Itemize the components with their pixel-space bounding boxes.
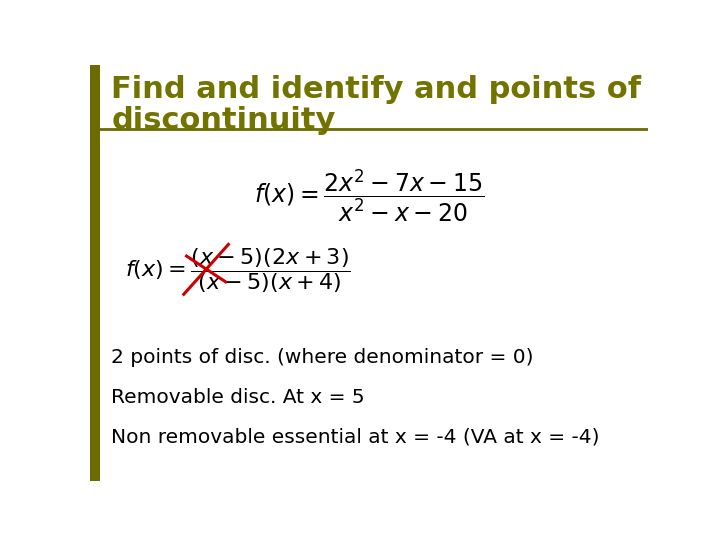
Text: 2 points of disc. (where denominator = 0): 2 points of disc. (where denominator = 0…	[111, 348, 534, 367]
Text: Find and identify and points of: Find and identify and points of	[111, 75, 642, 104]
Bar	[90, 65, 100, 481]
Text: $f(x) = \dfrac{2x^2 - 7x - 15}{x^2 - x - 20}$: $f(x) = \dfrac{2x^2 - 7x - 15}{x^2 - x -…	[254, 167, 484, 224]
Text: Non removable essential at x = -4 (VA at x = -4): Non removable essential at x = -4 (VA at…	[111, 428, 600, 447]
Text: $f(x) = \dfrac{(x-5)(2x+3)}{(x-5)(x+4)}$: $f(x) = \dfrac{(x-5)(2x+3)}{(x-5)(x+4)}$	[125, 246, 351, 295]
Text: discontinuity: discontinuity	[111, 106, 336, 136]
Text: Removable disc. At x = 5: Removable disc. At x = 5	[111, 388, 365, 407]
